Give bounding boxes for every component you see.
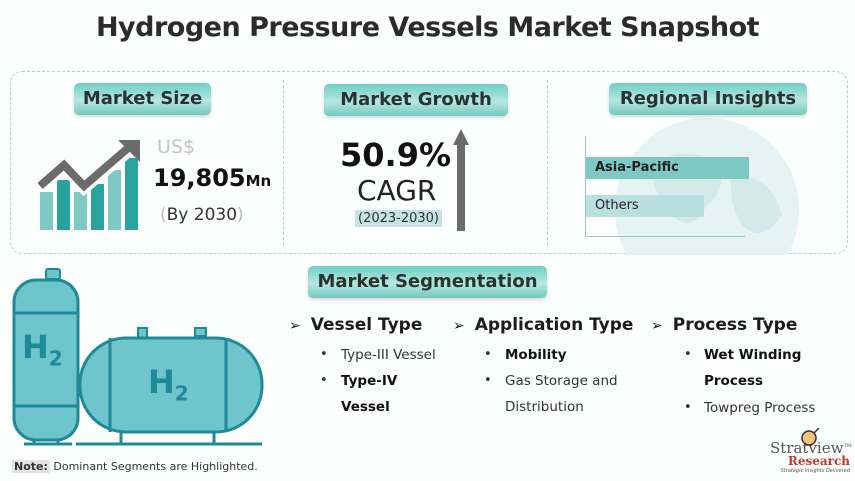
market-size-number: 19,805 xyxy=(153,164,246,192)
region-bar-asia-pacific: Asia-Pacific xyxy=(586,157,749,179)
forecast-year: (By 2030) xyxy=(160,205,244,225)
market-segmentation-heading: Market Segmentation xyxy=(308,266,547,298)
regional-insights-heading: Regional Insights xyxy=(609,83,807,115)
region-bar-others: Others xyxy=(586,195,704,217)
hydrogen-vessels-illustration xyxy=(12,268,264,446)
h2-label-horizontal: H2 xyxy=(148,363,189,406)
cagr-value: 50.9% xyxy=(340,136,452,174)
chart-axis xyxy=(585,236,745,237)
segment-item-highlighted: Mobility xyxy=(505,347,567,363)
chevron-right-icon: ➢ xyxy=(453,318,465,334)
globe-icon xyxy=(615,118,799,255)
cagr-label: CAGR xyxy=(357,174,437,207)
market-size-heading: Market Size xyxy=(74,83,211,115)
market-growth-heading: Market Growth xyxy=(324,84,508,116)
segment-item: Gas Storage and Distribution xyxy=(505,373,618,415)
divider xyxy=(283,80,284,245)
note: Note: Dominant Segments are Highlighted. xyxy=(12,460,258,473)
segment-application-type: ➢ Application Type xyxy=(453,315,634,335)
chevron-right-icon: ➢ xyxy=(289,318,301,334)
note-prefix: Note: xyxy=(12,460,50,473)
divider xyxy=(547,80,548,245)
cagr-period: (2023-2030) xyxy=(355,210,443,227)
segment-item-highlighted: Wet Winding Process xyxy=(704,347,802,389)
bar-chart-growth-icon xyxy=(38,140,140,230)
note-text: Dominant Segments are Highlighted. xyxy=(49,460,258,473)
year-label: By 2030 xyxy=(166,205,238,225)
segment-item-highlighted: Type-IV Vessel xyxy=(341,373,398,415)
chevron-right-icon: ➢ xyxy=(651,318,663,334)
magnifier-chart-icon xyxy=(801,428,820,446)
currency-label: US$ xyxy=(157,136,196,158)
stratview-logo: StratviewTM Research Strategic Insights … xyxy=(770,428,852,474)
snapshot-panel xyxy=(10,71,848,254)
segment-item: Towpreg Process xyxy=(704,400,816,416)
chart-axis xyxy=(585,136,586,236)
segment-process-type: ➢ Process Type xyxy=(651,315,798,335)
unit-label: Mn xyxy=(245,172,272,190)
up-arrow-icon xyxy=(453,129,469,231)
page-title: Hydrogen Pressure Vessels Market Snapsho… xyxy=(95,12,760,43)
segment-vessel-type: ➢ Vessel Type xyxy=(289,315,423,335)
segment-item: Type-III Vessel xyxy=(341,347,436,363)
market-size-value: 19,805Mn xyxy=(153,164,271,192)
h2-label-tall: H2 xyxy=(22,328,63,371)
